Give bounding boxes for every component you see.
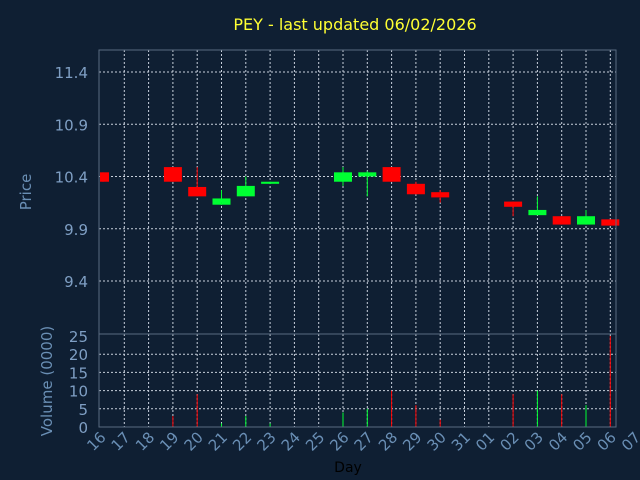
x-tick-label: 29 [399, 428, 425, 454]
x-tick-label: 23 [253, 428, 279, 454]
x-tick-label: 24 [278, 428, 304, 454]
candle-body [382, 167, 401, 182]
candle-body [358, 172, 377, 177]
volume-tick-label: 15 [69, 364, 88, 382]
candle-body [261, 181, 280, 184]
x-tick-label: 22 [229, 428, 255, 454]
candle-body [334, 172, 352, 182]
volume-tick-label: 20 [69, 346, 88, 364]
x-tick-label: 03 [521, 428, 547, 454]
volume-axis-label: Volume (0000) [38, 326, 56, 436]
candles [100, 167, 620, 226]
candle-body [431, 192, 450, 198]
x-tick-label: 31 [448, 428, 474, 454]
candle-body [212, 198, 231, 205]
x-ticks: 1617181920212223242526272829303101020304… [83, 428, 640, 454]
volume-tick-label: 5 [78, 401, 88, 419]
volume-bars [172, 336, 611, 427]
x-tick-label: 19 [156, 428, 182, 454]
chart-title: PEY - last updated 06/02/2026 [233, 15, 476, 34]
x-tick-label: 27 [351, 428, 377, 454]
x-axis-label: Day [334, 460, 362, 476]
x-tick-label: 02 [496, 428, 522, 454]
candle-body [601, 219, 620, 226]
x-tick-label: 30 [424, 428, 450, 454]
volume-tick-label: 0 [78, 419, 88, 437]
x-tick-label: 20 [181, 428, 207, 454]
price-tick-label: 10.4 [55, 169, 88, 187]
candle-body [406, 183, 425, 195]
candle-body [100, 172, 109, 182]
candle-body [552, 216, 571, 225]
x-tick-label: 26 [326, 428, 352, 454]
x-tick-label: 28 [375, 428, 401, 454]
x-tick-label: 07 [618, 428, 640, 454]
price-tick-label: 9.9 [64, 221, 88, 239]
price-plot-frame [98, 49, 617, 335]
price-tick-label: 9.4 [64, 273, 88, 291]
candle-body [528, 209, 547, 216]
candle-body [236, 185, 255, 197]
x-tick-label: 06 [594, 428, 620, 454]
volume-grid [99, 334, 616, 427]
volume-tick-label: 25 [69, 328, 88, 346]
candle-body [577, 216, 595, 225]
price-axis-label: Price [17, 174, 35, 211]
x-tick-label: 18 [132, 428, 158, 454]
x-tick-label: 17 [108, 428, 134, 454]
price-tick-label: 10.9 [55, 116, 88, 134]
x-tick-label: 25 [302, 428, 328, 454]
x-tick-label: 21 [205, 428, 231, 454]
candle-body [188, 186, 207, 197]
x-tick-label: 01 [472, 428, 498, 454]
price-grid [99, 50, 616, 334]
volume-plot-frame [98, 333, 617, 428]
volume-tick-label: 10 [69, 383, 88, 401]
x-tick-label: 05 [569, 428, 595, 454]
price-y-ticks: 11.4 10.9 10.4 9.9 9.4 [55, 64, 88, 291]
candle-body [163, 167, 182, 182]
x-tick-label: 04 [545, 428, 571, 454]
candle-body [504, 201, 523, 207]
price-tick-label: 11.4 [55, 64, 88, 82]
